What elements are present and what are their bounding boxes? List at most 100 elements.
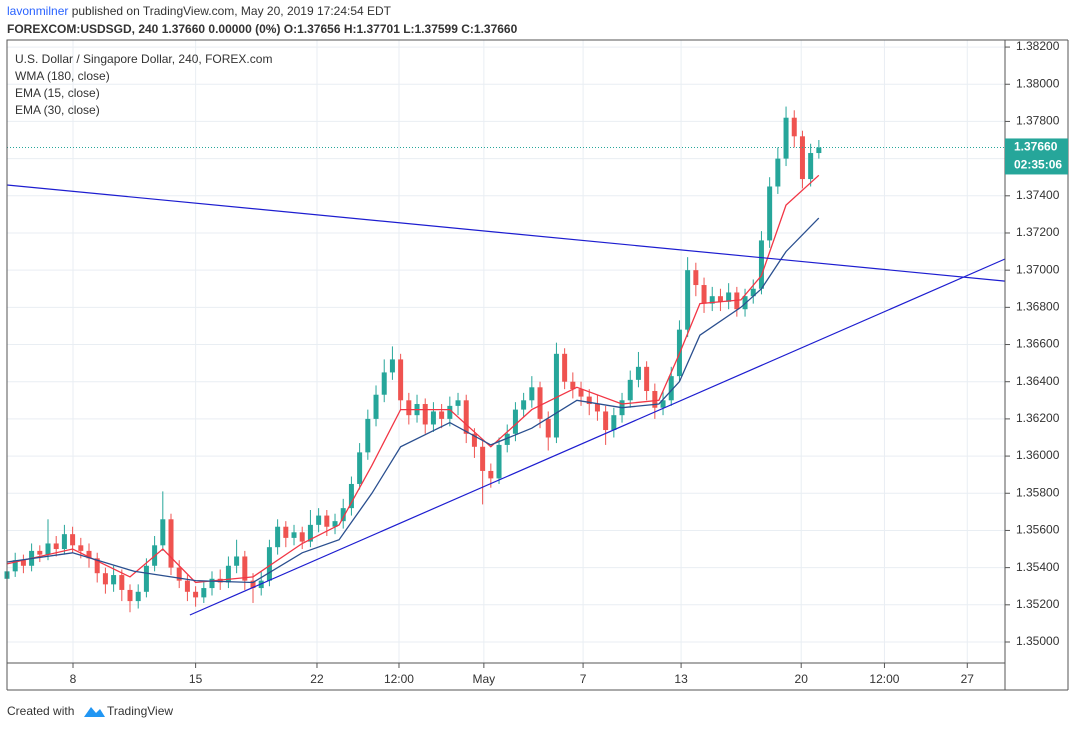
indicator: WMA (180, close)	[15, 69, 110, 83]
candle-body	[225, 565, 231, 583]
indicator: EMA (30, close)	[15, 103, 100, 117]
candle-body	[332, 521, 338, 527]
candle-body	[709, 296, 715, 304]
x-tick-label: 15	[189, 672, 203, 686]
x-tick-label: 7	[580, 672, 587, 686]
y-tick-label: 1.35200	[1016, 597, 1060, 611]
candle-body	[193, 591, 199, 598]
candle-body	[12, 560, 18, 572]
candle-body	[594, 404, 600, 412]
candle-body	[94, 558, 100, 574]
candle-body	[160, 519, 166, 546]
indicator: EMA (15, close)	[15, 86, 100, 100]
y-tick-label: 1.36200	[1016, 411, 1060, 425]
candle-body	[570, 381, 576, 390]
x-tick-label: 22	[310, 672, 324, 686]
candle-body	[78, 545, 84, 551]
plot-area	[4, 40, 1006, 663]
candle-body	[398, 359, 404, 401]
candle-body	[209, 578, 215, 589]
candle-body	[135, 591, 141, 602]
candle-body	[275, 526, 281, 548]
symbol-line: FOREXCOM:USDSGD, 240 1.37660 0.00000 (0%…	[7, 22, 518, 36]
y-tick-label: 1.38200	[1016, 39, 1060, 53]
candle-body	[660, 400, 666, 408]
candle-body	[53, 543, 59, 550]
x-tick-label: 12:00	[384, 672, 414, 686]
candle-body	[758, 240, 764, 289]
candle-body	[791, 117, 797, 137]
candle-body	[767, 186, 773, 241]
candle-body	[316, 515, 322, 525]
candle-body	[102, 573, 108, 585]
candle-body	[242, 556, 248, 581]
x-tick-label: 20	[795, 672, 809, 686]
candle-body	[381, 372, 387, 395]
candle-body	[603, 411, 609, 431]
x-tick-label: 13	[674, 672, 688, 686]
candle-body	[299, 532, 305, 542]
chart-title: U.S. Dollar / Singapore Dollar, 240, FOR…	[15, 52, 272, 66]
x-tick-label: May	[473, 672, 496, 686]
candle-body	[373, 394, 379, 419]
candle-body	[266, 547, 272, 581]
x-tick-label: 8	[70, 672, 77, 686]
candle-body	[775, 158, 781, 187]
author[interactable]: lavonmilner	[7, 4, 68, 18]
y-tick-label: 1.36000	[1016, 448, 1060, 462]
candle-body	[365, 418, 371, 453]
y-tick-label: 1.35000	[1016, 634, 1060, 648]
candle-body	[111, 575, 117, 585]
candle-body	[693, 270, 699, 286]
footer-brand[interactable]: TradingView	[107, 704, 173, 718]
last-price-label: 1.37660	[1014, 140, 1058, 154]
candle-body	[537, 387, 543, 419]
candle-body	[717, 296, 723, 302]
candle-body	[562, 353, 568, 382]
candle-body	[512, 409, 518, 434]
countdown: 02:35:06	[1014, 158, 1062, 172]
candle-body	[250, 580, 256, 589]
candle-body	[340, 508, 346, 522]
y-tick-label: 1.36600	[1016, 337, 1060, 351]
candle-body	[627, 379, 633, 401]
y-tick-label: 1.36400	[1016, 374, 1060, 388]
trend-line	[6, 184, 1006, 282]
candle-body	[701, 285, 707, 304]
candle-body	[176, 567, 182, 581]
last-price-box	[1005, 138, 1068, 175]
candle-body	[447, 405, 453, 419]
y-tick-label: 1.35800	[1016, 485, 1060, 499]
candle-body	[685, 270, 691, 330]
candle-body	[578, 389, 584, 397]
tradingview-logo	[84, 707, 105, 717]
candle-body	[283, 526, 289, 538]
y-tick-label: 1.37200	[1016, 225, 1060, 239]
candle-body	[496, 444, 502, 479]
candle-body	[119, 575, 125, 590]
header: lavonmilner published on TradingView.com…	[7, 4, 392, 18]
y-tick-label: 1.35400	[1016, 560, 1060, 574]
candle-body	[168, 519, 174, 568]
candle-body	[463, 400, 469, 434]
candle-body	[389, 359, 395, 373]
x-tick-label: 12:00	[869, 672, 899, 686]
candle-body	[324, 515, 330, 527]
published: published on TradingView.com, May 20, 20…	[72, 4, 392, 18]
candle-body	[668, 376, 674, 401]
candle-body	[553, 353, 559, 438]
trend-line	[189, 258, 1006, 616]
candle-body	[143, 565, 149, 592]
candle-body	[488, 470, 494, 479]
candle-body	[37, 550, 43, 555]
candle-body	[348, 483, 354, 509]
candle-body	[816, 147, 822, 154]
y-tick-label: 1.38000	[1016, 76, 1060, 90]
candle-body	[234, 556, 240, 566]
candle-body	[521, 400, 527, 410]
y-tick-label: 1.35600	[1016, 523, 1060, 537]
y-tick-label: 1.36800	[1016, 300, 1060, 314]
candle-body	[86, 550, 92, 559]
candle-body	[406, 400, 412, 416]
